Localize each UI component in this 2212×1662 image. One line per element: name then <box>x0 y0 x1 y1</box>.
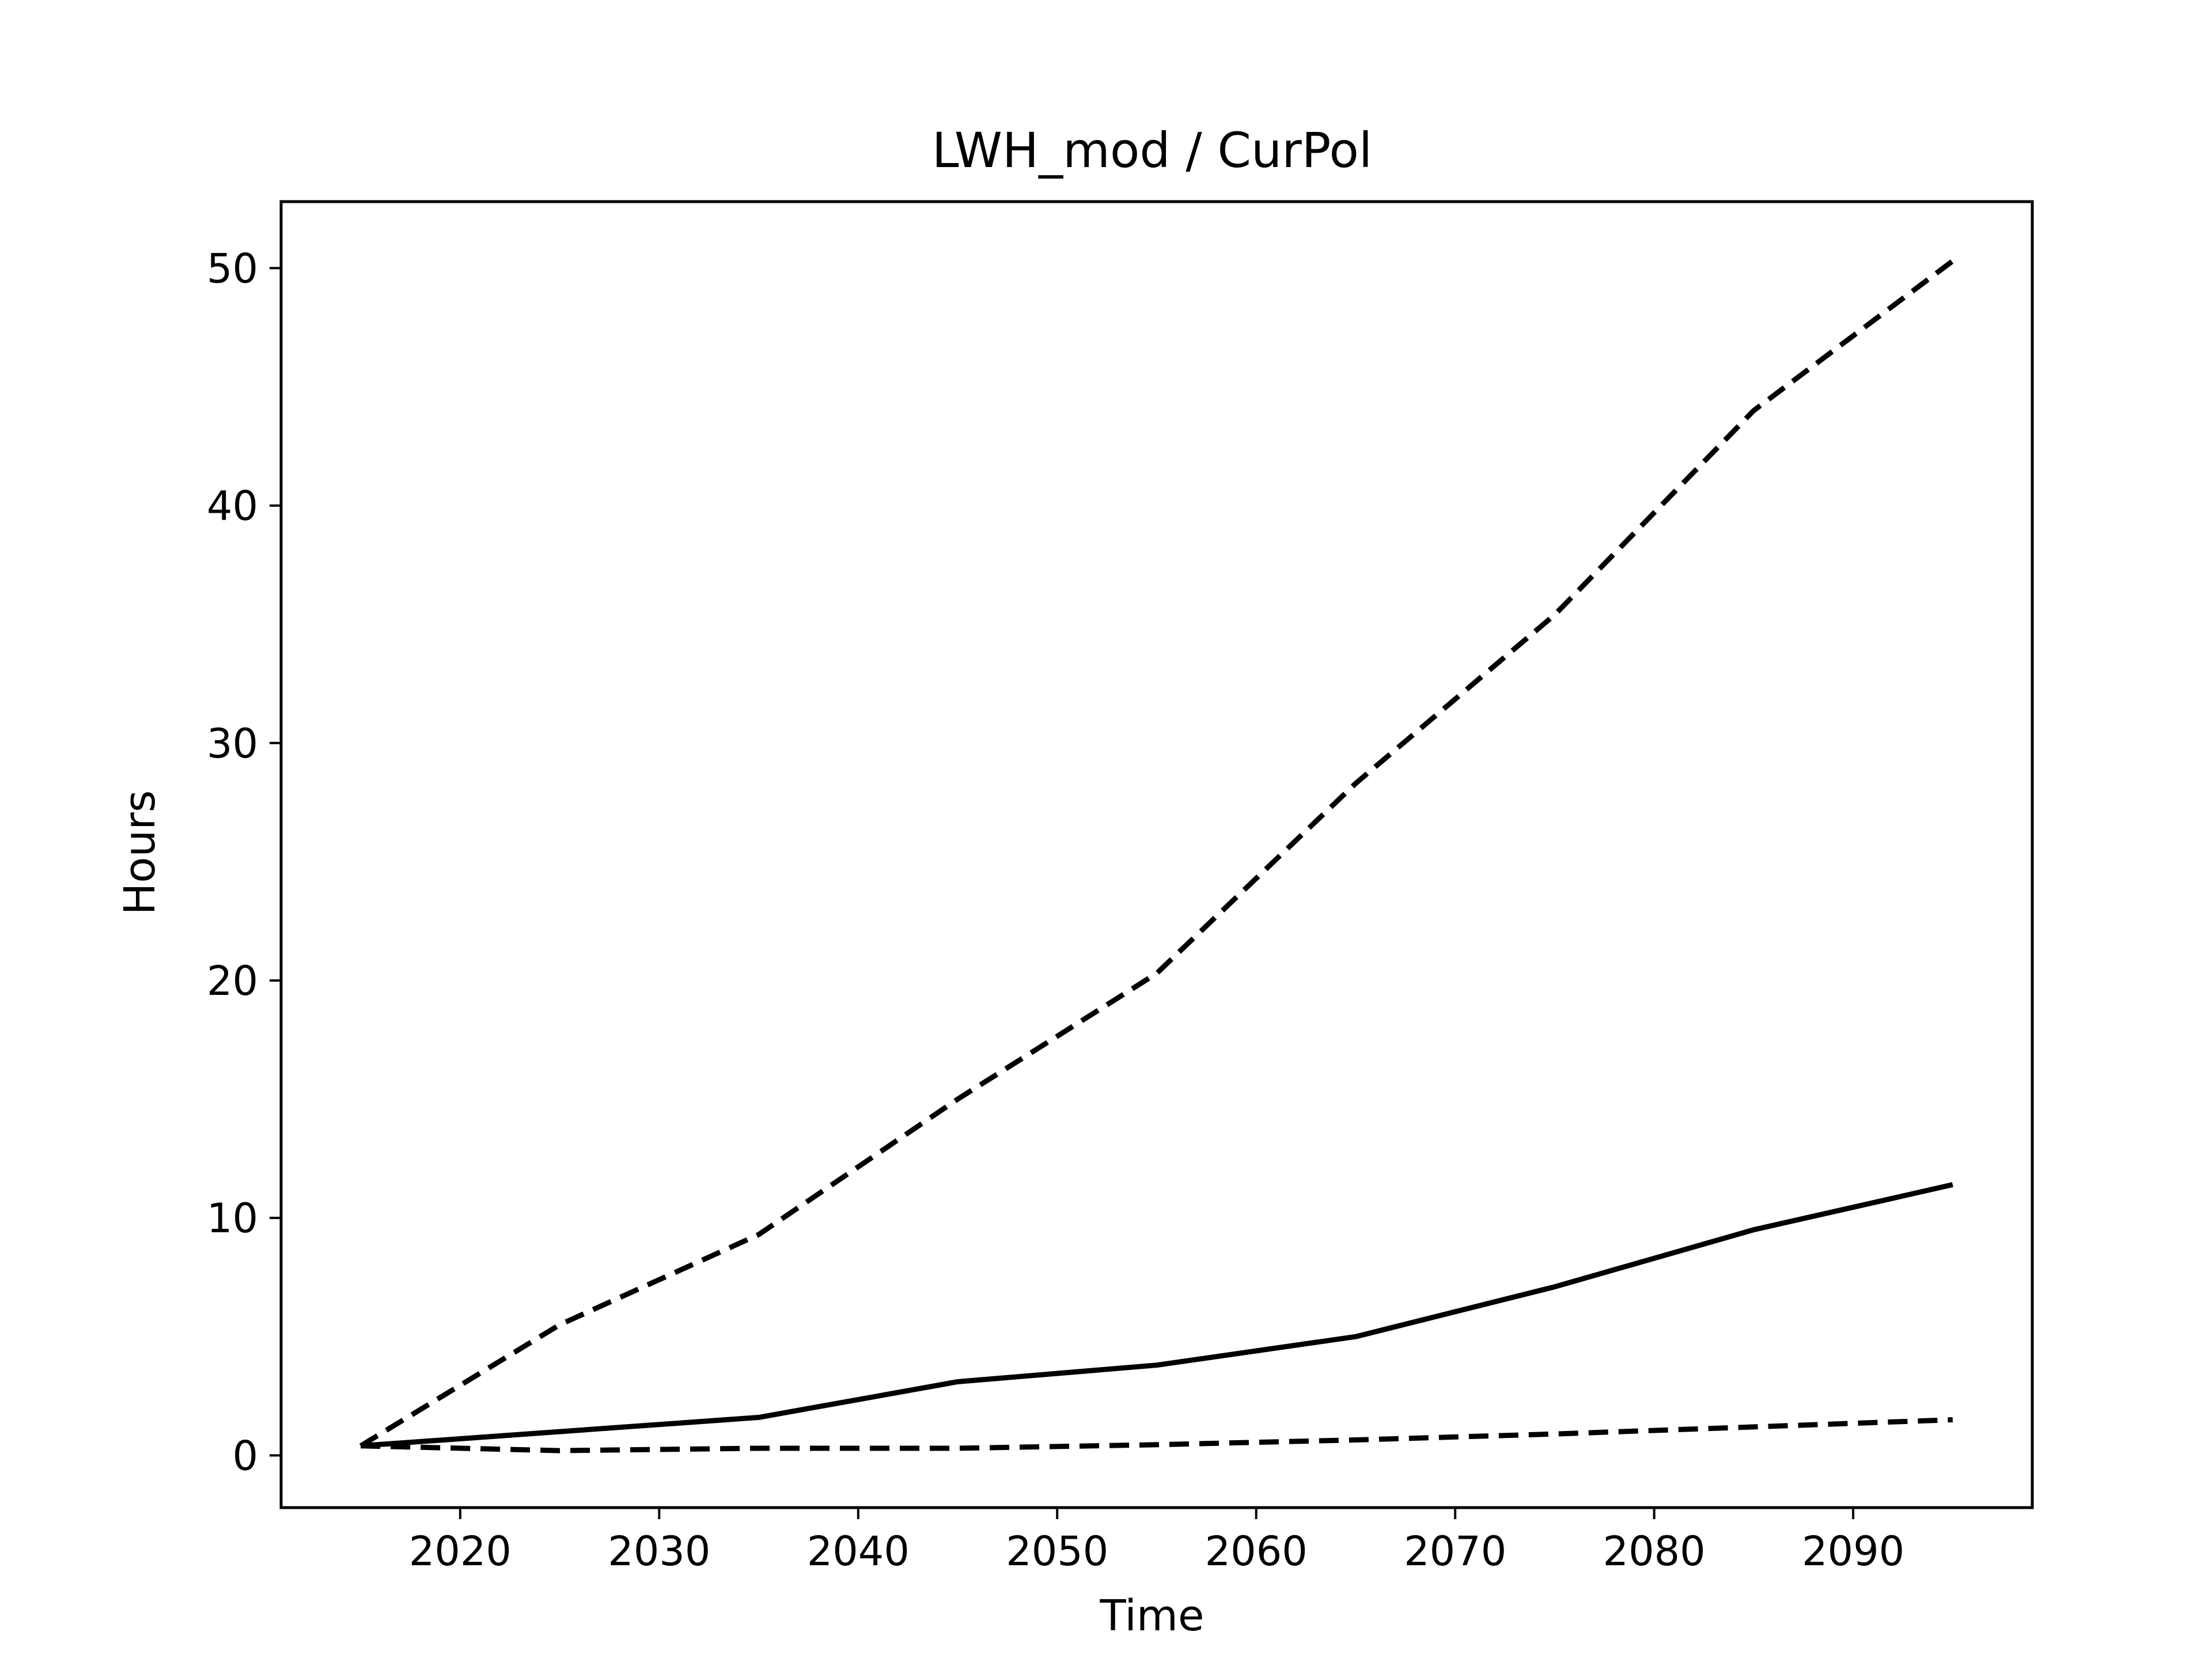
y-tick-label: 50 <box>207 245 258 292</box>
plot-area <box>359 259 1955 1453</box>
y-tick-label: 10 <box>207 1195 258 1242</box>
x-tick-label: 2090 <box>1802 1528 1904 1575</box>
y-tick-label: 20 <box>207 957 258 1005</box>
x-tick-label: 2050 <box>1006 1528 1108 1575</box>
series-line-2 <box>360 1182 1953 1449</box>
x-tick-label: 2080 <box>1603 1528 1706 1575</box>
x-tick-label: 2030 <box>608 1528 710 1575</box>
y-tick-label: 0 <box>232 1432 258 1479</box>
y-axis-title: Hours <box>115 790 165 915</box>
x-tick-label: 2020 <box>409 1528 512 1575</box>
series-line-1 <box>359 259 1955 1448</box>
x-tick-label: 2040 <box>807 1528 910 1575</box>
x-axis: 2020 2030 2040 2050 2060 2070 2080 2090 <box>409 1508 1904 1575</box>
x-tick-label: 2070 <box>1404 1528 1506 1575</box>
chart-title: LWH_mod / CurPol <box>932 122 1372 179</box>
x-axis-title: Time <box>1099 1591 1204 1641</box>
x-tick-label: 2060 <box>1205 1528 1308 1575</box>
plot-frame <box>279 200 2034 1509</box>
y-tick-label: 30 <box>207 720 258 767</box>
series-line-3 <box>361 1417 1953 1453</box>
y-tick-label: 40 <box>207 483 258 530</box>
y-axis: 0 10 20 30 40 50 <box>207 245 281 1479</box>
